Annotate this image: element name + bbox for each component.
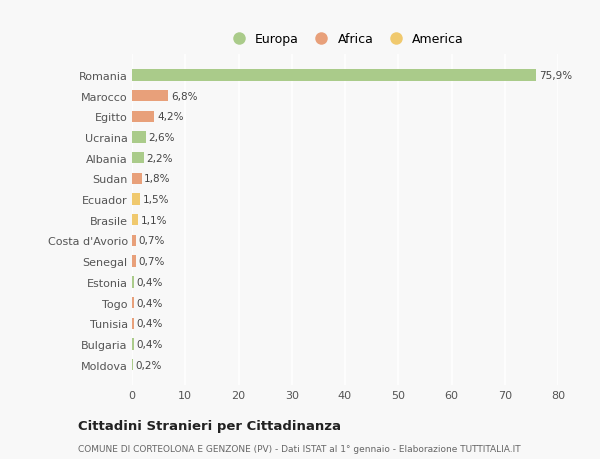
Text: 0,2%: 0,2% — [136, 360, 162, 370]
Text: 4,2%: 4,2% — [157, 112, 184, 122]
Bar — [132, 153, 144, 164]
Text: 6,8%: 6,8% — [171, 91, 197, 101]
Text: 0,7%: 0,7% — [139, 236, 165, 246]
Bar — [132, 256, 136, 267]
Text: Cittadini Stranieri per Cittadinanza: Cittadini Stranieri per Cittadinanza — [78, 419, 341, 432]
Bar — [132, 112, 154, 123]
Bar — [132, 174, 142, 185]
Text: 0,4%: 0,4% — [137, 277, 163, 287]
Bar — [132, 215, 138, 226]
Bar — [132, 91, 168, 102]
Text: COMUNE DI CORTEOLONA E GENZONE (PV) - Dati ISTAT al 1° gennaio - Elaborazione TU: COMUNE DI CORTEOLONA E GENZONE (PV) - Da… — [78, 444, 521, 453]
Text: 2,2%: 2,2% — [146, 153, 173, 163]
Bar — [132, 70, 536, 81]
Bar — [132, 132, 146, 143]
Text: 2,6%: 2,6% — [149, 133, 175, 143]
Text: 1,5%: 1,5% — [143, 195, 169, 205]
Legend: Europa, Africa, America: Europa, Africa, America — [221, 28, 469, 51]
Text: 0,4%: 0,4% — [137, 298, 163, 308]
Bar — [132, 318, 134, 329]
Bar — [132, 277, 134, 288]
Text: 0,4%: 0,4% — [137, 319, 163, 329]
Text: 0,7%: 0,7% — [139, 257, 165, 267]
Text: 75,9%: 75,9% — [539, 71, 572, 81]
Bar — [132, 339, 134, 350]
Bar — [132, 359, 133, 370]
Text: 0,4%: 0,4% — [137, 339, 163, 349]
Bar — [132, 235, 136, 246]
Bar — [132, 194, 140, 205]
Bar — [132, 297, 134, 308]
Text: 1,1%: 1,1% — [140, 215, 167, 225]
Text: 1,8%: 1,8% — [144, 174, 171, 184]
